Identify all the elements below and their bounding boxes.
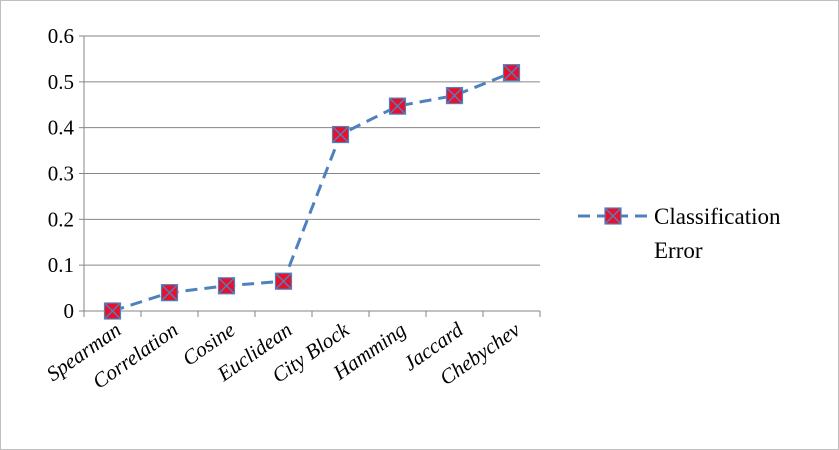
series-line xyxy=(112,71,513,313)
data-point xyxy=(502,64,521,82)
data-point xyxy=(274,272,293,290)
legend-entry-text: Error xyxy=(654,238,703,263)
legend-entry-text: Classification xyxy=(654,204,781,229)
y-tick-label: 0.2 xyxy=(48,207,74,231)
data-point xyxy=(445,86,464,105)
legend: Classification Error xyxy=(578,204,781,263)
y-tick-label: 0 xyxy=(64,299,75,323)
data-point xyxy=(160,284,179,302)
series-classification-error xyxy=(103,64,521,320)
y-tick-labels: 0 0.1 0.2 0.3 0.4 0.5 0.6 xyxy=(48,24,75,323)
axes xyxy=(79,35,541,317)
legend-marker xyxy=(604,207,622,225)
data-point xyxy=(331,125,350,144)
y-tick-label: 0.4 xyxy=(48,116,75,140)
data-point xyxy=(103,302,122,320)
y-tick-label: 0.6 xyxy=(48,24,74,48)
gridlines xyxy=(84,35,540,266)
y-tick-label: 0.3 xyxy=(48,162,74,186)
data-point xyxy=(388,97,407,115)
y-tick-label: 0.5 xyxy=(48,70,74,94)
data-point xyxy=(217,277,236,295)
y-tick-label: 0.1 xyxy=(48,253,74,277)
